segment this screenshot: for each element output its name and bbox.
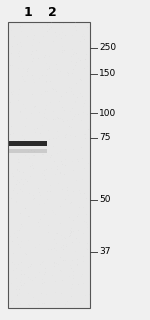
Text: 250: 250 <box>99 44 116 52</box>
Text: 150: 150 <box>99 69 116 78</box>
Bar <box>9 140 47 146</box>
Text: 1: 1 <box>24 5 32 19</box>
Text: 100: 100 <box>99 108 116 117</box>
Text: 37: 37 <box>99 247 111 257</box>
Text: 2: 2 <box>48 5 56 19</box>
Text: 75: 75 <box>99 133 111 142</box>
Bar <box>9 149 47 153</box>
Text: 50: 50 <box>99 196 111 204</box>
Bar <box>8 22 90 308</box>
